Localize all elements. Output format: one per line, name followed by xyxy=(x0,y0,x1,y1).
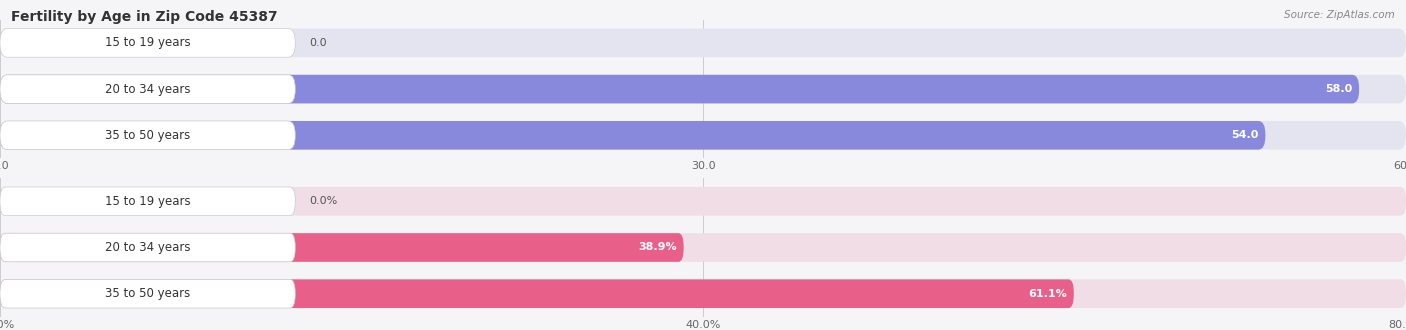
FancyBboxPatch shape xyxy=(0,121,1406,149)
Text: 35 to 50 years: 35 to 50 years xyxy=(105,129,190,142)
Text: 61.1%: 61.1% xyxy=(1028,289,1067,299)
Text: 0.0%: 0.0% xyxy=(309,196,337,206)
FancyBboxPatch shape xyxy=(0,280,1074,308)
Text: 58.0: 58.0 xyxy=(1324,84,1353,94)
Text: Fertility by Age in Zip Code 45387: Fertility by Age in Zip Code 45387 xyxy=(11,10,278,24)
FancyBboxPatch shape xyxy=(0,75,1406,103)
Text: 35 to 50 years: 35 to 50 years xyxy=(105,287,190,300)
FancyBboxPatch shape xyxy=(0,29,1406,57)
Text: 38.9%: 38.9% xyxy=(638,243,676,252)
FancyBboxPatch shape xyxy=(0,29,295,57)
Text: 20 to 34 years: 20 to 34 years xyxy=(105,241,190,254)
FancyBboxPatch shape xyxy=(0,75,1360,103)
FancyBboxPatch shape xyxy=(0,121,295,149)
FancyBboxPatch shape xyxy=(0,187,295,215)
Text: 15 to 19 years: 15 to 19 years xyxy=(105,36,190,49)
FancyBboxPatch shape xyxy=(0,233,295,262)
FancyBboxPatch shape xyxy=(0,280,1406,308)
FancyBboxPatch shape xyxy=(0,187,1406,215)
Text: 0.0: 0.0 xyxy=(309,38,328,48)
FancyBboxPatch shape xyxy=(0,280,295,308)
FancyBboxPatch shape xyxy=(0,233,683,262)
FancyBboxPatch shape xyxy=(0,121,1265,149)
FancyBboxPatch shape xyxy=(0,75,295,103)
Text: 54.0: 54.0 xyxy=(1232,130,1258,140)
FancyBboxPatch shape xyxy=(0,233,1406,262)
Text: 20 to 34 years: 20 to 34 years xyxy=(105,82,190,96)
Text: 15 to 19 years: 15 to 19 years xyxy=(105,195,190,208)
Text: Source: ZipAtlas.com: Source: ZipAtlas.com xyxy=(1284,10,1395,20)
